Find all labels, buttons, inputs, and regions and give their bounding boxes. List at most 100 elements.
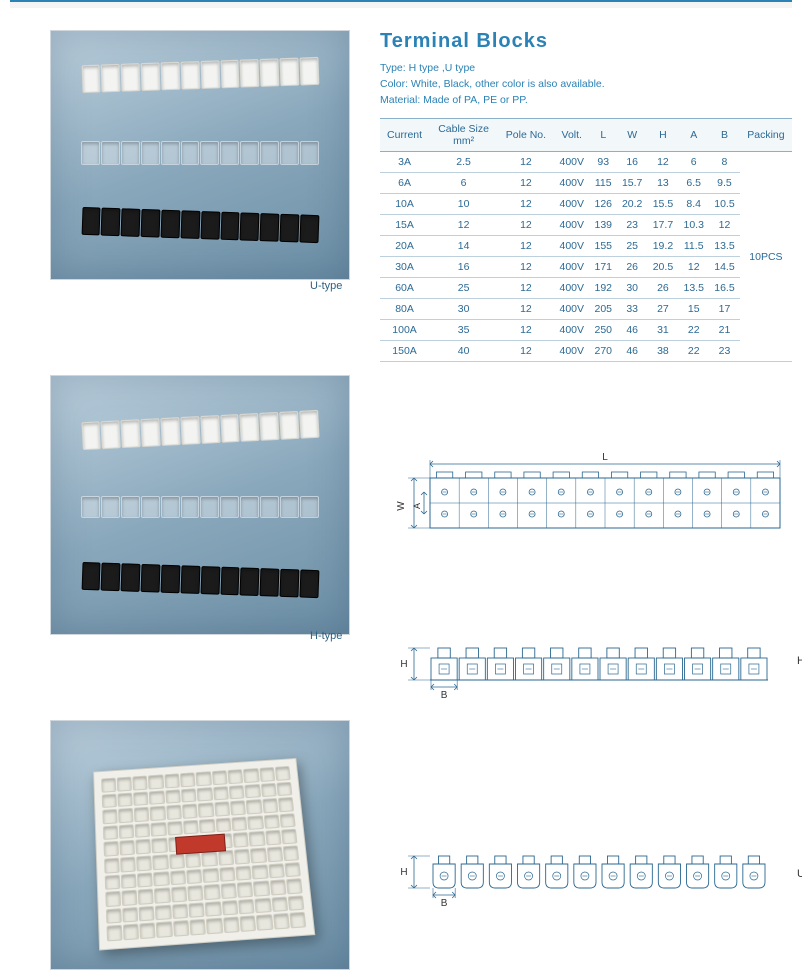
- svg-text:B: B: [441, 898, 448, 909]
- cell-l: 155: [590, 236, 617, 257]
- cell-volt: 400V: [554, 299, 590, 320]
- cell-h: 12: [648, 152, 679, 173]
- cell-volt: 400V: [554, 278, 590, 299]
- product-photo-pack: [50, 720, 350, 970]
- cell-volt: 400V: [554, 236, 590, 257]
- table-row: 100A3512400V25046312221: [380, 320, 792, 341]
- cell-l: 139: [590, 215, 617, 236]
- cell-w: 46: [617, 320, 648, 341]
- cell-current: 10A: [380, 194, 429, 215]
- col-8: B: [709, 119, 740, 152]
- cell-h: 31: [648, 320, 679, 341]
- cell-w: 33: [617, 299, 648, 320]
- col-6: H: [648, 119, 679, 152]
- product-photo-u-type: [50, 30, 350, 280]
- cell-cable: 25: [429, 278, 498, 299]
- table-row: 15A1212400V1392317.710.312: [380, 215, 792, 236]
- col-9: Packing: [740, 119, 792, 152]
- cell-h: 19.2: [648, 236, 679, 257]
- cell-b: 16.5: [709, 278, 740, 299]
- col-7: A: [678, 119, 709, 152]
- col-0: Current: [380, 119, 429, 152]
- cell-h: 15.5: [648, 194, 679, 215]
- cell-pole: 12: [498, 173, 554, 194]
- meta-color: Color: White, Black, other color is also…: [380, 77, 792, 93]
- page-title: Terminal Blocks: [380, 30, 792, 53]
- cell-cable: 40: [429, 341, 498, 362]
- diagram-top-view: LWA: [390, 450, 790, 550]
- table-row: 6A612400V11515.7136.59.5: [380, 173, 792, 194]
- cell-b: 8: [709, 152, 740, 173]
- col-5: W: [617, 119, 648, 152]
- diagram-side-label-u: U: [797, 868, 802, 880]
- right-column: Terminal Blocks Type: H type ,U type Col…: [380, 30, 792, 362]
- cell-l: 93: [590, 152, 617, 173]
- cell-a: 13.5: [678, 278, 709, 299]
- cell-cable: 16: [429, 257, 498, 278]
- cell-pole: 12: [498, 152, 554, 173]
- table-row: 60A2512400V192302613.516.5: [380, 278, 792, 299]
- cell-b: 21: [709, 320, 740, 341]
- col-3: Volt.: [554, 119, 590, 152]
- cell-w: 25: [617, 236, 648, 257]
- col-1: Cable Sizemm²: [429, 119, 498, 152]
- cell-current: 150A: [380, 341, 429, 362]
- cell-cable: 10: [429, 194, 498, 215]
- cell-b: 13.5: [709, 236, 740, 257]
- diagram-h-view: HB H: [390, 630, 790, 700]
- cell-a: 6.5: [678, 173, 709, 194]
- tb-strip-clear: [81, 496, 319, 518]
- table-row: 3A2.512400V9316126810PCS: [380, 152, 792, 173]
- diagram-side-label-h: H: [797, 655, 802, 667]
- cell-volt: 400V: [554, 341, 590, 362]
- table-row: 150A4012400V27046382223: [380, 341, 792, 362]
- tb-strip-clear: [81, 141, 319, 165]
- cell-current: 3A: [380, 152, 429, 173]
- cell-h: 38: [648, 341, 679, 362]
- cell-w: 46: [617, 341, 648, 362]
- cell-current: 100A: [380, 320, 429, 341]
- cell-volt: 400V: [554, 215, 590, 236]
- diagram-h-svg: HB: [390, 630, 790, 700]
- product-photo-h-type: [50, 375, 350, 635]
- cell-pole: 12: [498, 299, 554, 320]
- cell-w: 30: [617, 278, 648, 299]
- cell-current: 15A: [380, 215, 429, 236]
- tb-strip-black: [80, 562, 319, 598]
- cell-h: 27: [648, 299, 679, 320]
- svg-text:B: B: [441, 690, 448, 700]
- pack-label-sticker: [175, 833, 226, 854]
- photo-label-h-type: H-type: [310, 630, 342, 642]
- cell-pole: 12: [498, 236, 554, 257]
- cell-l: 250: [590, 320, 617, 341]
- tb-strip-black: [80, 207, 319, 243]
- cell-pole: 12: [498, 215, 554, 236]
- cell-cable: 30: [429, 299, 498, 320]
- cell-b: 10.5: [709, 194, 740, 215]
- cell-pole: 12: [498, 320, 554, 341]
- cell-current: 30A: [380, 257, 429, 278]
- cell-a: 12: [678, 257, 709, 278]
- cell-w: 16: [617, 152, 648, 173]
- cell-a: 6: [678, 152, 709, 173]
- cell-w: 15.7: [617, 173, 648, 194]
- cell-pole: 12: [498, 278, 554, 299]
- cell-b: 14.5: [709, 257, 740, 278]
- cell-w: 26: [617, 257, 648, 278]
- cell-cable: 35: [429, 320, 498, 341]
- cell-current: 6A: [380, 173, 429, 194]
- cell-a: 15: [678, 299, 709, 320]
- diagram-u-svg: HB: [390, 840, 790, 910]
- col-2: Pole No.: [498, 119, 554, 152]
- meta-material: Material: Made of PA, PE or PP.: [380, 93, 792, 109]
- svg-text:L: L: [602, 452, 608, 463]
- cell-cable: 6: [429, 173, 498, 194]
- table-row: 80A3012400V20533271517: [380, 299, 792, 320]
- table-row: 10A1012400V12620.215.58.410.5: [380, 194, 792, 215]
- cell-volt: 400V: [554, 194, 590, 215]
- cell-h: 13: [648, 173, 679, 194]
- cell-l: 192: [590, 278, 617, 299]
- cell-a: 22: [678, 341, 709, 362]
- cell-volt: 400V: [554, 320, 590, 341]
- cell-l: 171: [590, 257, 617, 278]
